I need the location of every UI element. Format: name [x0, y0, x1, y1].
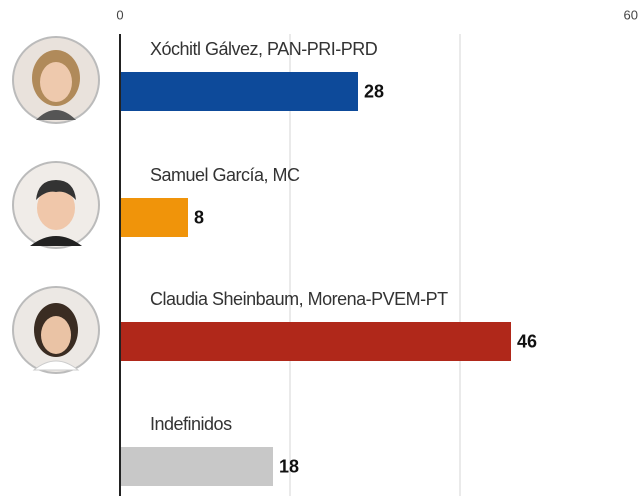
category-label: Xóchitl Gálvez, PAN-PRI-PRD	[150, 39, 378, 59]
bar	[121, 322, 511, 361]
category-label: Samuel García, MC	[150, 165, 300, 185]
photo	[13, 287, 99, 373]
value-label: 18	[279, 456, 299, 476]
photos	[13, 37, 99, 373]
bar	[121, 72, 358, 111]
category-label: Indefinidos	[150, 414, 232, 434]
value-label: 46	[517, 331, 537, 351]
photo	[13, 162, 99, 248]
value-label: 28	[364, 81, 384, 101]
chart: 0 60 Xóchitl Gálvez, PAN-PRI-PRD 28 Samuel G…	[0, 0, 638, 496]
x-tick-label: 0	[116, 7, 123, 22]
x-tick-label: 60	[624, 7, 638, 22]
photo	[13, 37, 99, 123]
bar	[121, 447, 273, 486]
page: 0 60 Xóchitl Gálvez, PAN-PRI-PRD 28 Samuel G…	[0, 0, 638, 496]
category-label: Claudia Sheinbaum, Morena-PVEM-PT	[150, 289, 448, 309]
bar	[121, 198, 188, 237]
value-label: 8	[194, 207, 204, 227]
